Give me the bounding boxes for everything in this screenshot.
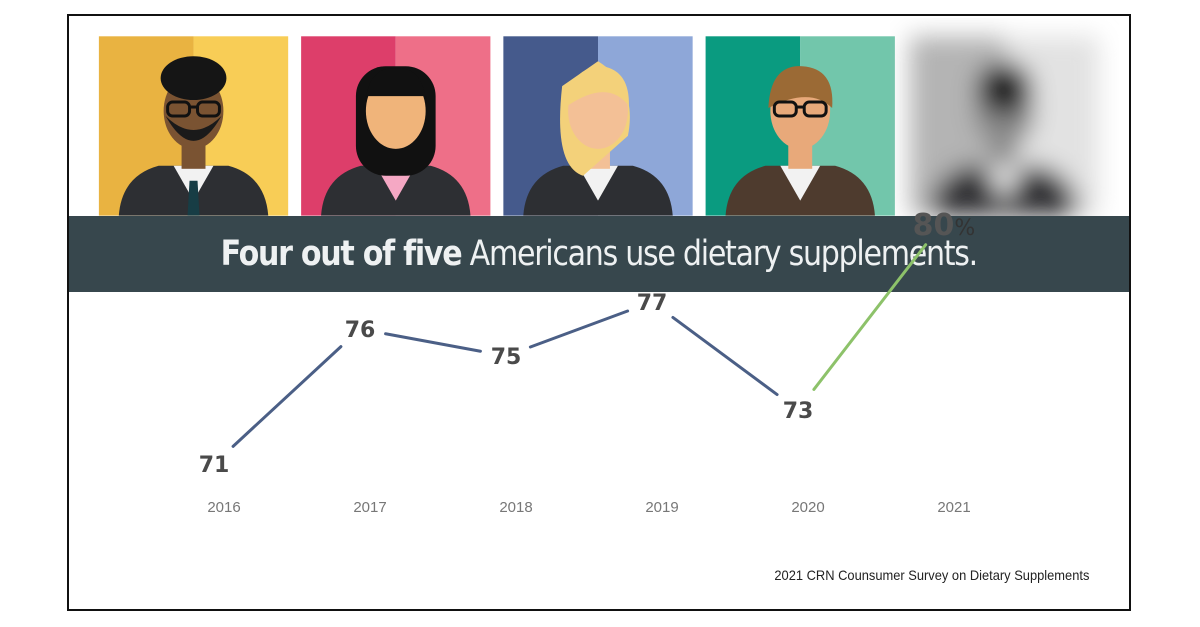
series-segment-2019-2020 bbox=[671, 315, 779, 397]
x-tick-2017: 2017 bbox=[353, 499, 386, 516]
series-segment-2020-2021 bbox=[812, 243, 928, 391]
source-note: 2021 CRN Counsumer Survey on Dietary Sup… bbox=[774, 567, 1089, 583]
line-chart: 71 76 75 77 73 80% 2016 2017 2018 2019 2020 2021 bbox=[199, 208, 976, 516]
series-segment-2018-2019 bbox=[528, 309, 630, 349]
headline-banner: Four out of five Americans use dietary s… bbox=[69, 216, 1129, 292]
x-tick-2019: 2019 bbox=[645, 499, 678, 516]
data-label-2016: 71 bbox=[199, 453, 230, 478]
headline: Four out of five Americans use dietary s… bbox=[220, 234, 979, 274]
data-label-2020: 73 bbox=[783, 399, 814, 424]
portrait-woman-blonde bbox=[503, 36, 693, 216]
data-label-2017: 76 bbox=[345, 318, 376, 343]
portraits-row bbox=[98, 36, 1100, 216]
portrait-blurred-person bbox=[909, 36, 1100, 216]
data-label-2018: 75 bbox=[491, 345, 522, 370]
x-tick-2020: 2020 bbox=[791, 499, 824, 516]
portrait-woman-dark-hair bbox=[301, 36, 491, 216]
infographic-frame: Four out of five Americans use dietary s… bbox=[67, 14, 1131, 611]
percent-sign: % bbox=[954, 216, 975, 241]
data-label-2019: 77 bbox=[637, 291, 668, 316]
portrait-man-with-glasses-beard bbox=[98, 36, 289, 216]
data-label-2021: 80% bbox=[913, 208, 976, 243]
x-tick-2016: 2016 bbox=[207, 499, 240, 516]
x-tick-2021: 2021 bbox=[937, 499, 970, 516]
headline-rest: Americans use dietary supplements. bbox=[461, 234, 979, 274]
x-tick-2018: 2018 bbox=[499, 499, 532, 516]
portrait-person-with-glasses bbox=[705, 36, 895, 216]
series-segment-2016-2017 bbox=[231, 345, 343, 448]
series-segment-2017-2018 bbox=[384, 332, 482, 353]
headline-bold: Four out of five bbox=[220, 234, 463, 274]
